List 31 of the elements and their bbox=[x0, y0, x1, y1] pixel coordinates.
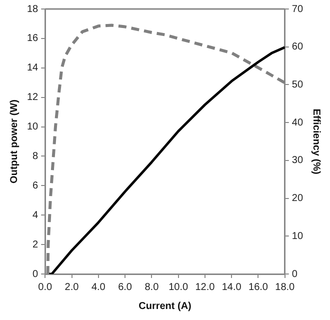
y-tick-label: 2 bbox=[32, 239, 39, 250]
y2-axis-title: Efficiency (%) bbox=[310, 108, 322, 174]
y-tick-label: 16 bbox=[27, 33, 39, 44]
y-tick-label: 14 bbox=[27, 62, 39, 74]
y2-tick-label: 70 bbox=[292, 4, 304, 15]
x-tick-label: 8.0 bbox=[144, 282, 160, 293]
y-tick-label: 10 bbox=[27, 122, 39, 133]
y-tick-label: 0 bbox=[32, 268, 39, 280]
y2-tick-label: 0 bbox=[292, 268, 298, 280]
y-tick-label: 8 bbox=[32, 150, 39, 162]
x-axis-title: Current (A) bbox=[138, 300, 192, 312]
x-tick-label: 18.0 bbox=[275, 282, 296, 293]
y2-tick-label: 20 bbox=[292, 193, 304, 204]
y-tick-label: 6 bbox=[32, 180, 39, 192]
y-tick-label: 12 bbox=[27, 92, 39, 104]
x-tick-label: 14.0 bbox=[222, 282, 242, 293]
y2-tick-label: 40 bbox=[292, 117, 304, 128]
x-tick-label: 4.0 bbox=[91, 282, 106, 293]
x-tick-label: 16.0 bbox=[248, 282, 268, 293]
x-tick-label: 0.0 bbox=[38, 282, 53, 293]
y2-tick-label: 60 bbox=[292, 42, 304, 53]
y-tick-label: 4 bbox=[32, 210, 39, 221]
y2-tick-label: 50 bbox=[292, 79, 304, 90]
y-tick-label: 18 bbox=[27, 4, 39, 15]
x-tick-label: 12.0 bbox=[195, 282, 216, 293]
x-tick-label: 10.0 bbox=[168, 282, 188, 293]
y2-tick-label: 10 bbox=[292, 230, 304, 242]
x-tick-label: 6.0 bbox=[118, 282, 132, 293]
y-axis-title: Output power (W) bbox=[8, 100, 20, 184]
x-tick-label: 2.0 bbox=[64, 282, 80, 293]
y2-tick-label: 30 bbox=[292, 155, 304, 166]
